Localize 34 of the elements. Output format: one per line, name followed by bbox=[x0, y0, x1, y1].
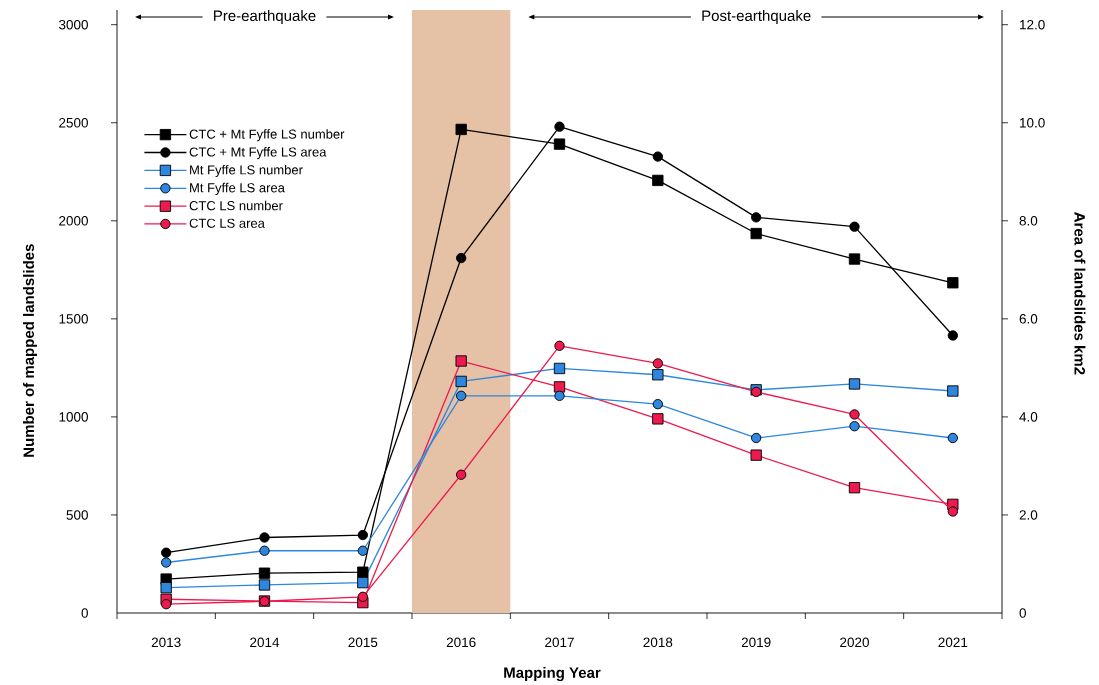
y-tick-label: 500 bbox=[66, 510, 88, 520]
annotation: Pre-earthquake bbox=[214, 9, 316, 24]
x-tick-label: 2017 bbox=[545, 637, 574, 648]
legend-label: CTC + Mt Fyffe LS number bbox=[189, 129, 345, 142]
x-tick-label: 2016 bbox=[446, 637, 476, 648]
y-axis-title: Number of mapped landslides bbox=[23, 244, 37, 457]
x-tick-label: 2019 bbox=[741, 637, 771, 648]
y-tick-label: 1000 bbox=[59, 412, 88, 422]
x-tick-label: 2014 bbox=[250, 637, 280, 648]
y2-tick-label: 4.0 bbox=[1019, 412, 1038, 422]
x-axis-title: Mapping Year bbox=[504, 666, 601, 682]
x-tick-label: 2020 bbox=[840, 637, 869, 648]
legend-label: Mt Fyffe LS number bbox=[190, 164, 303, 178]
y-tick-label: 2000 bbox=[59, 216, 88, 226]
x-tick-label: 2015 bbox=[348, 637, 378, 648]
y2-axis-title: Area of landslides km2 bbox=[1074, 212, 1086, 375]
annotation: Post-earthquake bbox=[702, 9, 811, 24]
legend-label: CTC + Mt Fyffe LS area bbox=[189, 147, 327, 160]
y2-tick-label: 2.0 bbox=[1019, 510, 1038, 520]
legend-label: CTC LS number bbox=[189, 200, 283, 211]
y2-tick-label: 6.0 bbox=[1019, 314, 1038, 324]
y-tick-label: 3000 bbox=[58, 19, 88, 30]
y2-tick-label: 8.0 bbox=[1019, 216, 1038, 226]
y2-tick-label: 0 bbox=[1019, 608, 1026, 618]
legend-label: CTC LS area bbox=[189, 218, 265, 228]
x-tick-label: 2018 bbox=[643, 637, 673, 648]
y2-tick-label: 12.0 bbox=[1020, 19, 1045, 30]
y-tick-label: 0 bbox=[81, 608, 88, 618]
y2-tick-label: 10.0 bbox=[1020, 117, 1045, 128]
x-tick-label: 2013 bbox=[151, 637, 181, 648]
legend-label: Mt Fyffe LS area bbox=[190, 182, 285, 195]
y-tick-label: 1500 bbox=[59, 314, 88, 324]
x-tick-label: 2021 bbox=[938, 637, 968, 648]
y-tick-label: 2500 bbox=[59, 117, 88, 128]
